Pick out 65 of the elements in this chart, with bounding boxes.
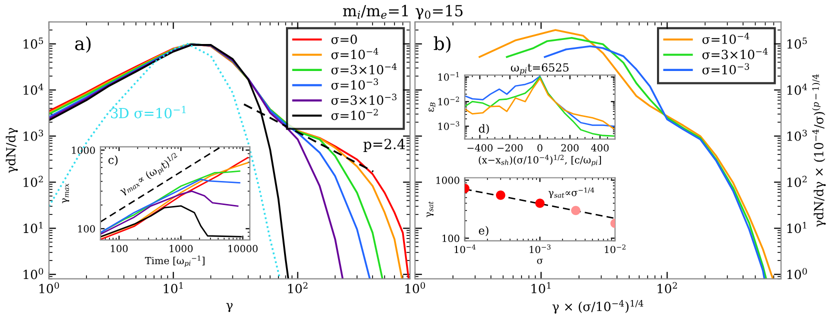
y-tick-label: 10$^{3}$	[787, 130, 807, 141]
x-tick-label: 400	[591, 144, 609, 152]
x-tick-label: 10$^{0}$	[39, 282, 59, 294]
y-tick-label: 10$^{4}$	[787, 84, 808, 95]
legend-label: σ=3×10$^{−4}$	[702, 48, 768, 60]
annotation: d)	[478, 124, 489, 134]
legend-label: σ=10$^{−4}$	[331, 48, 378, 60]
legend-label: σ=0	[331, 34, 357, 44]
legend-label: σ=10$^{−2}$	[331, 108, 378, 120]
x-tick-label: 0	[537, 144, 542, 152]
x-axis-title: Time [ω$_{pi}$$^{−1}$]	[144, 256, 204, 268]
legend-label: σ=10$^{−3}$	[702, 63, 750, 74]
annotation: e)	[478, 226, 488, 236]
y-axis-title: γdN/dγ	[6, 128, 18, 173]
annotation: c)	[108, 155, 118, 166]
y-axis-title: γdN/dγ × (10$^{−4}$/σ)$^{(p−1)/4}$	[812, 74, 826, 227]
x-tick-label: 10$^{1}$	[164, 282, 183, 294]
x-tick-label: 10$^{−4}$	[454, 244, 476, 254]
y-tick-label: 10$^{−1}$	[438, 72, 459, 81]
legend-label: γ$_{sat}$∝σ$^{−1/4}$	[548, 187, 594, 198]
x-tick-label: 10$^{1}$	[532, 282, 550, 294]
y-axis-title: γ$_{sat}$	[426, 201, 434, 218]
y-tick-label: 10$^{5}$	[787, 38, 807, 49]
legend-label: γ$_{max}$∝ (ω$_{pi}$t)$^{1/2}$	[118, 152, 181, 198]
y-axis-title: γ$_{max}$	[62, 183, 70, 204]
y-tick-label: 10$^{3}$	[24, 130, 44, 141]
legend-label: σ=10$^{−4}$	[702, 32, 750, 44]
legend-label: σ=3×10$^{−4}$	[331, 63, 397, 74]
y-tick-label: 1000	[436, 176, 460, 184]
y-tick-label: 10$^{0}$	[24, 268, 44, 280]
x-tick-label: 10$^{−3}$	[530, 244, 551, 254]
y-axis-title: ε$_{B}$	[428, 102, 436, 112]
x-tick-label: −400	[468, 144, 493, 152]
x-tick-label: 200	[561, 144, 579, 152]
y-tick-label: 10$^{2}$	[24, 176, 43, 188]
x-tick-label: 10$^{2}$	[658, 282, 677, 294]
legend-label: σ=3×10$^{−3}$	[331, 94, 396, 105]
x-tick-label: 10$^{0}$	[406, 282, 426, 294]
y-tick-label: 100	[442, 234, 460, 242]
x-axis-title: γ	[226, 302, 233, 312]
x-tick-label: 1000	[170, 244, 193, 252]
x-axis-title: γ × (σ/10$^{−4}$)$^{1/4}$	[552, 300, 644, 314]
x-axis-title: σ	[537, 258, 543, 264]
chart-title: m$_{i}$/m$_{e}$=1	[343, 4, 408, 19]
y-tick-label: 10$^{2}$	[787, 176, 807, 188]
y-tick-label: 10$^{−3}$	[438, 121, 460, 130]
annotation: a)	[75, 36, 91, 53]
y-tick-label: 10$^{1}$	[787, 222, 806, 234]
text: (x−x$_{sh}$)(σ/10$^{−4}$)$^{1/2}$, [c/ω$_{pi}$]	[478, 154, 601, 166]
x-tick-label: 10$^{−2}$	[604, 244, 626, 254]
series-label: 3D σ=10$^{−1}$	[111, 106, 186, 118]
y-tick-label: 10$^{4}$	[24, 84, 44, 95]
y-tick-label: 10$^{0}$	[787, 268, 807, 280]
annotation: b)	[434, 36, 450, 53]
y-tick-label: 10$^{5}$	[24, 38, 44, 49]
chart-title: ω$_{pi}$t=6525	[510, 63, 569, 75]
x-tick-label: 10000	[228, 244, 258, 252]
x-tick-label: 100	[110, 244, 128, 252]
y-tick-label: 10$^{1}$	[24, 222, 42, 234]
chart-title: γ$_{0}$=15	[416, 4, 463, 20]
x-tick-label: 10$^{2}$	[288, 282, 308, 294]
x-tick-label: −200	[498, 144, 523, 152]
series-label: p=2.4	[363, 138, 405, 152]
y-tick-label: 10$^{−2}$	[438, 96, 460, 106]
legend-label: σ=10$^{−3}$	[331, 78, 378, 90]
